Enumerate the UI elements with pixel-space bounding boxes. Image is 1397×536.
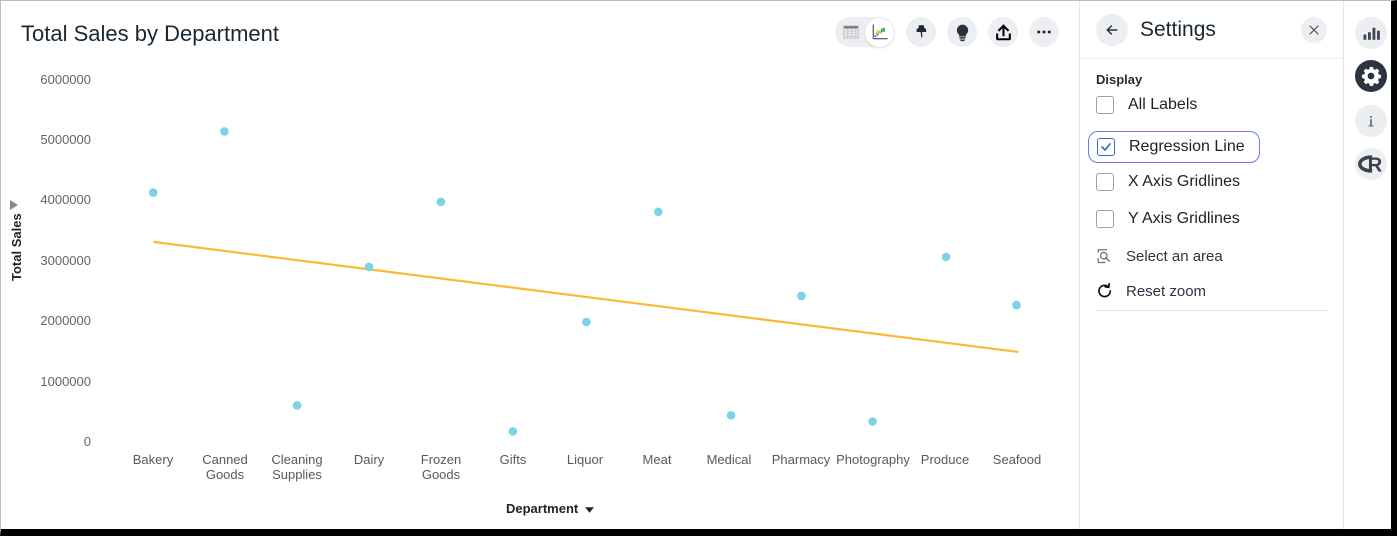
svg-text:R: R (1368, 155, 1383, 177)
